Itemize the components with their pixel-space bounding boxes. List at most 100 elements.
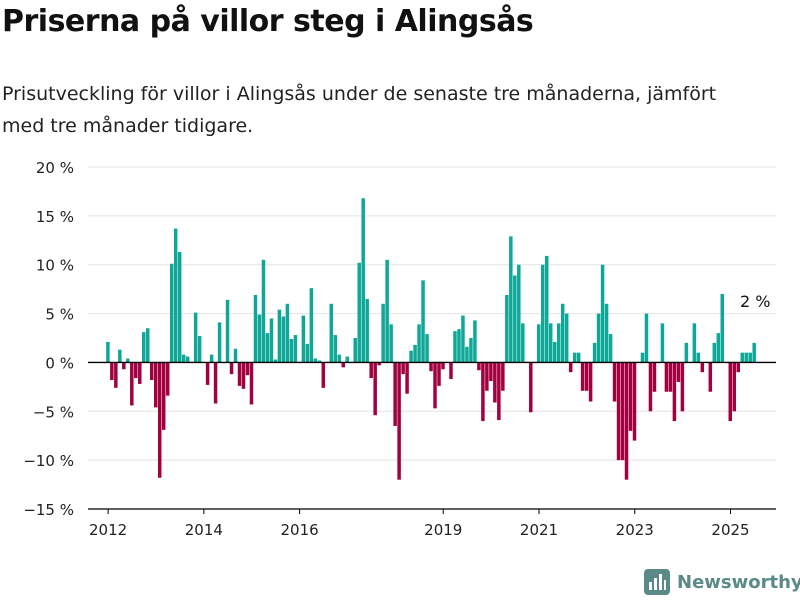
- bar: [397, 362, 401, 480]
- bar: [209, 354, 214, 363]
- bar: [173, 228, 178, 363]
- x-axis: 2012 2014 2016 2019 2021 2023 2025: [88, 508, 776, 539]
- bar: [513, 275, 517, 363]
- bar: [676, 362, 681, 382]
- bar: [249, 362, 254, 405]
- bar: [612, 362, 617, 402]
- bar: [273, 359, 278, 363]
- bar: [684, 342, 689, 363]
- last-value-label: 2 %: [740, 292, 770, 311]
- bar: [608, 334, 613, 363]
- bar: [664, 362, 669, 392]
- bar: [114, 362, 118, 388]
- bar: [329, 303, 334, 363]
- page-title: Priserna på villor steg i Alingsås: [2, 4, 534, 39]
- x-tick-label: 2014: [185, 521, 223, 539]
- bar: [425, 334, 429, 363]
- bar: [461, 315, 465, 363]
- bar: [245, 362, 250, 376]
- bar: [257, 314, 262, 363]
- bar: [122, 362, 126, 370]
- bar: [720, 294, 725, 363]
- bar: [193, 312, 198, 363]
- bar: [469, 338, 473, 363]
- bar: [616, 362, 621, 461]
- bar: [217, 322, 222, 363]
- bar: [110, 362, 114, 381]
- bar: [337, 354, 342, 363]
- bar: [401, 362, 405, 375]
- bar: [521, 323, 525, 363]
- bar: [197, 336, 202, 363]
- y-tick-label: −10 %: [23, 452, 74, 470]
- bar: [544, 255, 549, 363]
- annotations: 2 %: [740, 292, 770, 311]
- bar: [465, 346, 469, 363]
- bar: [481, 362, 485, 422]
- bar: [205, 362, 210, 385]
- bar: [357, 262, 361, 363]
- bar: [229, 362, 234, 375]
- bar: [237, 362, 242, 386]
- logo-text: Newsworthy: [677, 571, 800, 593]
- x-tick-label: 2012: [89, 521, 127, 539]
- bar: [580, 362, 585, 391]
- y-tick-label: 10 %: [36, 257, 74, 275]
- bar: [393, 362, 397, 426]
- bar: [600, 264, 605, 363]
- bar: [672, 362, 677, 422]
- bar: [457, 329, 461, 363]
- bar: [165, 362, 170, 396]
- bar: [277, 309, 282, 363]
- bar: [146, 328, 150, 363]
- bar: [576, 352, 581, 363]
- bar: [134, 362, 138, 379]
- bar: [341, 362, 346, 368]
- x-tick-label: 2019: [424, 521, 462, 539]
- bar: [596, 313, 601, 363]
- bar: [241, 362, 246, 389]
- bar: [437, 362, 441, 386]
- bar: [692, 323, 697, 363]
- bar: [281, 316, 286, 363]
- bar: [305, 343, 310, 363]
- bar: [185, 356, 190, 363]
- bar: [556, 323, 561, 363]
- y-tick-label: 5 %: [45, 306, 74, 324]
- bar: [660, 323, 665, 363]
- bar: [377, 362, 381, 366]
- bar: [505, 295, 509, 363]
- bar: [321, 362, 326, 388]
- bar: [261, 259, 266, 363]
- bar: [497, 362, 501, 421]
- newsworthy-logo: Newsworthy: [644, 569, 800, 595]
- bar: [449, 362, 453, 380]
- bar: [421, 280, 425, 363]
- bar: [552, 341, 557, 363]
- bar: [700, 362, 705, 373]
- bar: [429, 362, 433, 372]
- y-axis-labels: 20 % 15 % 10 % 5 % 0 % −5 % −10 % −15 %: [23, 159, 74, 519]
- bar: [644, 313, 649, 363]
- bar: [441, 362, 445, 370]
- x-tick-label: 2025: [711, 521, 749, 539]
- bar: [477, 362, 481, 371]
- bar: [293, 335, 298, 363]
- bar: [572, 352, 577, 363]
- bar: [529, 362, 533, 413]
- bar: [680, 362, 685, 412]
- bar: [177, 252, 182, 363]
- bar: [708, 362, 713, 392]
- bar: [285, 303, 290, 363]
- bar: [253, 295, 258, 363]
- bar: [385, 259, 389, 363]
- bar: [620, 362, 625, 461]
- y-tick-label: 20 %: [36, 159, 74, 177]
- bar: [413, 344, 417, 363]
- bar: [365, 298, 369, 363]
- bar: [716, 333, 721, 363]
- bar: [157, 362, 162, 478]
- bar: [233, 348, 238, 363]
- bar: [648, 362, 653, 412]
